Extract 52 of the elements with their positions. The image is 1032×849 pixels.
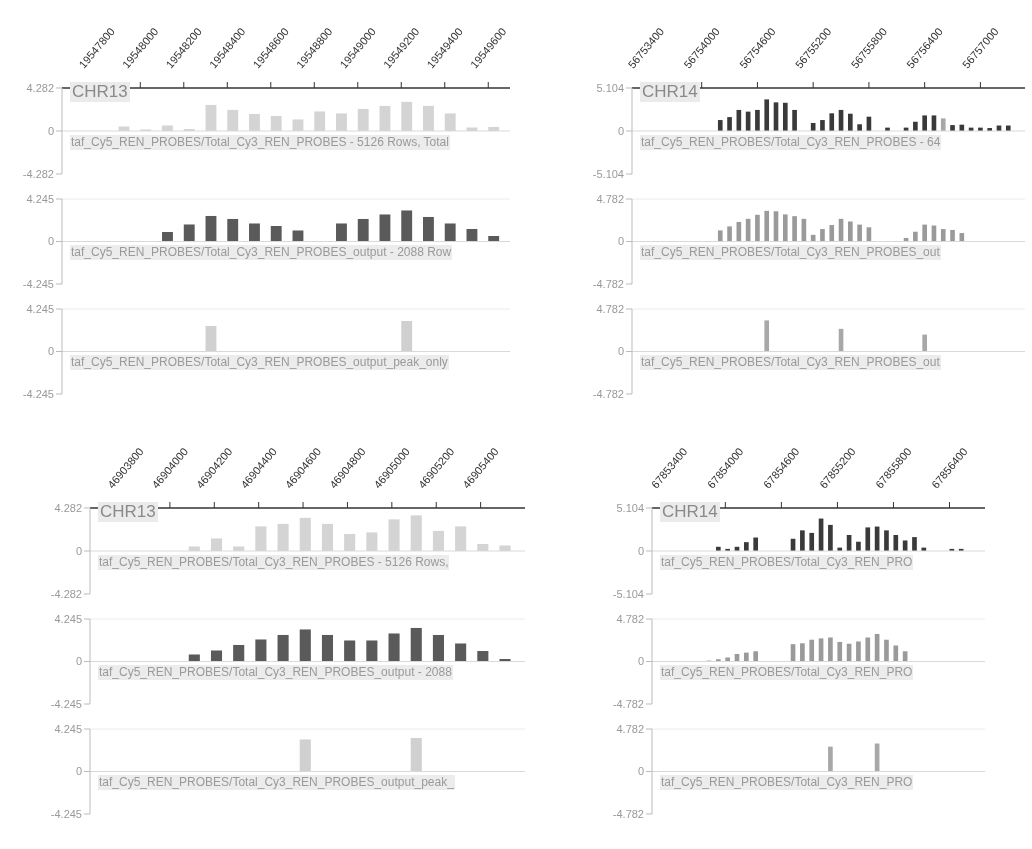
annotation: taf_Cy5_REN_PROBES/Total_Cy3_REN_PRO: [660, 665, 914, 680]
annotation: taf_Cy5_REN_PROBES/Total_Cy3_REN_PROBES_out: [640, 245, 941, 260]
y-tick-label: 0: [617, 235, 624, 248]
y-tick-label: -4.245: [22, 387, 54, 400]
y-tick-label: 0: [637, 765, 644, 778]
y-tick-label: 0: [617, 124, 624, 137]
y-tick-label: 4.282: [26, 81, 54, 94]
annotation: taf_Cy5_REN_PROBES/Total_Cy3_REN_PROBES_output_peak_: [98, 775, 455, 790]
y-tick-label: -4.245: [50, 697, 82, 710]
y-tick-label: -4.245: [50, 807, 82, 820]
annotation: taf_Cy5_REN_PROBES/Total_Cy3_REN_PRO: [660, 555, 914, 570]
y-tick-label: 0: [47, 235, 54, 248]
y-tick-label: 4.245: [54, 612, 82, 625]
y-tick-label: -4.245: [22, 277, 54, 290]
y-tick-label: 4.245: [26, 192, 54, 205]
chart-title: CHR13: [98, 502, 158, 522]
y-tick-label: 0: [75, 765, 82, 778]
y-tick-label: 0: [617, 345, 624, 358]
annotation: taf_Cy5_REN_PROBES/Total_Cy3_REN_PROBES_out: [640, 355, 941, 370]
y-tick-label: 0: [47, 124, 54, 137]
y-tick-label: 0: [637, 655, 644, 668]
chart-title: CHR14: [660, 502, 720, 522]
y-tick-label: 4.782: [616, 612, 644, 625]
y-tick-label: -5.104: [612, 587, 644, 600]
annotation: taf_Cy5_REN_PROBES/Total_Cy3_REN_PRO: [660, 775, 914, 790]
y-tick-label: 4.782: [616, 722, 644, 735]
chart-title: CHR13: [70, 82, 130, 102]
y-tick-label: -4.282: [50, 587, 82, 600]
annotation: taf_Cy5_REN_PROBES/Total_Cy3_REN_PROBES_output_peak_only: [70, 355, 449, 370]
y-tick-label: -4.782: [612, 697, 644, 710]
annotation: taf_Cy5_REN_PROBES/Total_Cy3_REN_PROBES - 64: [640, 135, 942, 150]
y-tick-label: -4.782: [612, 807, 644, 820]
y-tick-label: 0: [75, 544, 82, 557]
y-tick-label: 4.245: [26, 302, 54, 315]
y-tick-label: 4.282: [54, 501, 82, 514]
annotation: taf_Cy5_REN_PROBES/Total_Cy3_REN_PROBES - 5126 Rows, Total: [70, 135, 450, 150]
y-tick-label: -4.282: [22, 167, 54, 180]
y-tick-label: -5.104: [592, 167, 624, 180]
annotation: taf_Cy5_REN_PROBES/Total_Cy3_REN_PROBES_output - 2088: [98, 665, 453, 680]
annotation: taf_Cy5_REN_PROBES/Total_Cy3_REN_PROBES - 5126 Rows,: [98, 555, 450, 570]
y-tick-label: 0: [47, 345, 54, 358]
y-tick-label: 0: [75, 655, 82, 668]
chart-title: CHR14: [640, 82, 700, 102]
y-tick-label: 0: [637, 544, 644, 557]
y-tick-label: -4.782: [592, 387, 624, 400]
y-tick-label: -4.782: [592, 277, 624, 290]
y-tick-label: 5.104: [616, 501, 644, 514]
y-tick-label: 4.782: [596, 192, 624, 205]
y-tick-label: 4.782: [596, 302, 624, 315]
annotation: taf_Cy5_REN_PROBES/Total_Cy3_REN_PROBES_output - 2088 Row: [70, 245, 453, 260]
y-tick-label: 4.245: [54, 722, 82, 735]
y-tick-label: 5.104: [596, 81, 624, 94]
